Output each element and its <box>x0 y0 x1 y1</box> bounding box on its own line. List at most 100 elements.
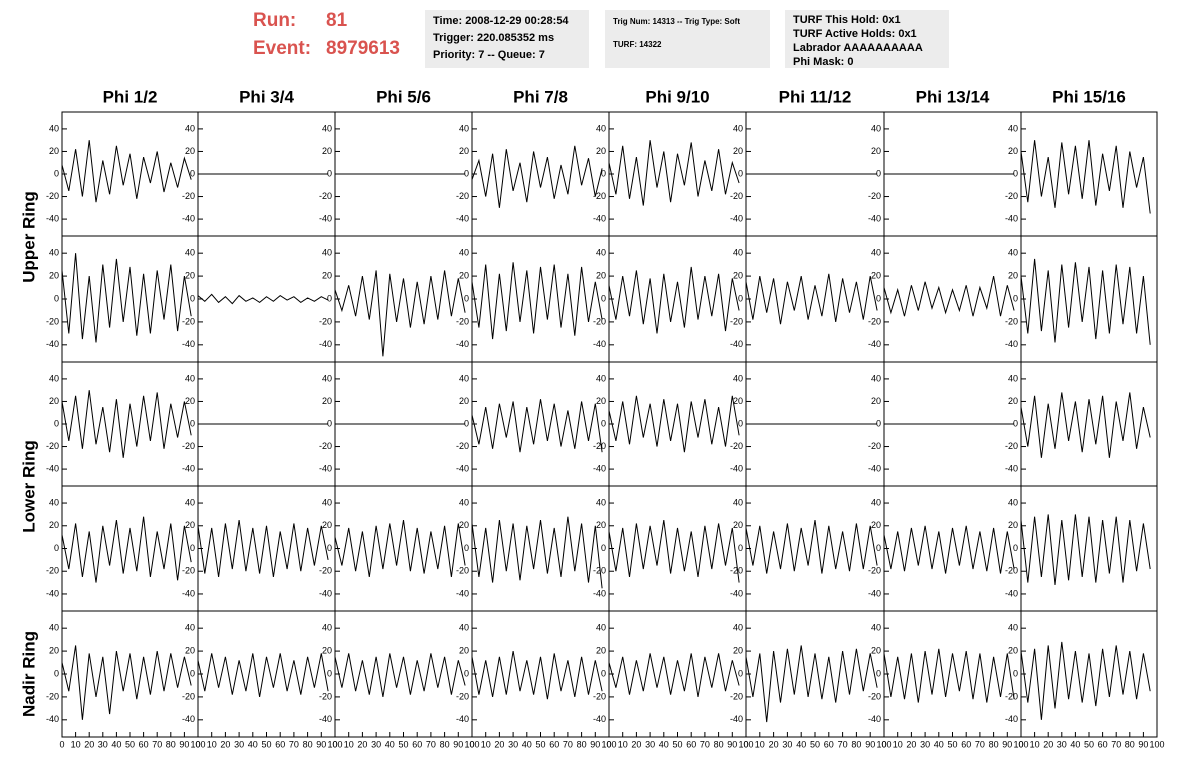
y-tick-label: 40 <box>1008 123 1018 133</box>
column-title: Phi 9/10 <box>645 87 709 106</box>
y-tick-label: -40 <box>182 339 195 349</box>
y-tick-label: 20 <box>185 520 195 530</box>
y-tick-label: -40 <box>46 463 59 473</box>
x-tick-label: 70 <box>700 739 710 749</box>
x-tick-label: 20 <box>84 739 94 749</box>
column-title: Phi 11/12 <box>779 87 852 106</box>
y-tick-label: -20 <box>182 441 195 451</box>
x-tick-label: 30 <box>508 739 518 749</box>
y-tick-label: 0 <box>1013 168 1018 178</box>
x-tick-label: 0 <box>195 739 200 749</box>
x-tick-label: 90 <box>727 739 737 749</box>
y-tick-label: -20 <box>182 191 195 201</box>
column-title: Phi 13/14 <box>916 87 990 106</box>
column-title: Phi 3/4 <box>239 87 294 106</box>
waveform <box>883 525 1015 574</box>
x-tick-label: 80 <box>714 739 724 749</box>
x-tick-label: 50 <box>261 739 271 749</box>
y-tick-label: -40 <box>182 588 195 598</box>
y-tick-label: -20 <box>456 691 469 701</box>
y-tick-label: 40 <box>596 497 606 507</box>
waveform <box>197 653 329 697</box>
y-tick-label: 0 <box>601 293 606 303</box>
y-tick-label: 0 <box>54 543 59 553</box>
y-tick-label: -40 <box>46 339 59 349</box>
y-tick-label: -40 <box>46 588 59 598</box>
x-tick-label: 70 <box>838 739 848 749</box>
y-tick-label: 20 <box>49 520 59 530</box>
x-tick-label: 80 <box>166 739 176 749</box>
y-tick-label: 40 <box>1008 248 1018 258</box>
x-tick-label: 70 <box>1111 739 1121 749</box>
waveform <box>334 270 466 357</box>
x-tick-label: 60 <box>275 739 285 749</box>
panel-frame <box>1020 485 1158 612</box>
info-line: Priority: 7 -- Queue: 7 <box>433 49 545 61</box>
y-tick-label: -20 <box>1005 566 1018 576</box>
info-line: Time: 2008-12-29 00:28:54 <box>433 15 569 27</box>
y-tick-label: 20 <box>459 146 469 156</box>
panel-frame <box>1020 111 1158 237</box>
panel-frame <box>61 485 199 612</box>
y-tick-label: 20 <box>1008 270 1018 280</box>
x-tick-label: 90 <box>590 739 600 749</box>
event-label: Event: <box>253 38 312 59</box>
x-tick-label: 60 <box>549 739 559 749</box>
y-tick-label: -20 <box>593 566 606 576</box>
waveform <box>471 145 603 208</box>
panel-frame <box>745 235 885 363</box>
y-tick-label: 0 <box>876 543 881 553</box>
x-tick-label: 80 <box>989 739 999 749</box>
waveform <box>1020 641 1151 720</box>
y-tick-label: -20 <box>1005 691 1018 701</box>
panel-frame <box>883 235 1022 363</box>
waveform <box>883 648 1015 703</box>
x-tick-label: 20 <box>494 739 504 749</box>
panel-frame <box>334 610 473 738</box>
info-line: Trigger: 220.085352 ms <box>433 32 555 44</box>
y-tick-label: 40 <box>459 497 469 507</box>
y-tick-label: 0 <box>1013 543 1018 553</box>
y-tick-label: 0 <box>876 168 881 178</box>
y-tick-label: 20 <box>596 645 606 655</box>
waveform <box>334 520 466 577</box>
y-tick-label: -20 <box>730 566 743 576</box>
y-tick-label: 40 <box>49 123 59 133</box>
y-tick-label: -20 <box>319 566 332 576</box>
y-tick-label: 0 <box>327 543 332 553</box>
info-line: TURF: 14322 <box>613 40 662 49</box>
waveform <box>1020 392 1151 458</box>
panel-frame <box>608 485 747 612</box>
panel-frame <box>608 111 747 237</box>
y-tick-label: -40 <box>593 463 606 473</box>
y-tick-label: 0 <box>738 168 743 178</box>
y-tick-label: 20 <box>459 645 469 655</box>
y-tick-label: 0 <box>327 168 332 178</box>
y-tick-label: 20 <box>596 146 606 156</box>
y-tick-label: 0 <box>54 168 59 178</box>
panel-frame <box>471 485 610 612</box>
y-tick-label: -40 <box>868 588 881 598</box>
y-tick-label: -40 <box>868 339 881 349</box>
info-line: TURF Active Holds: 0x1 <box>793 28 917 40</box>
y-tick-label: -20 <box>46 441 59 451</box>
x-tick-label: 100 <box>738 739 753 749</box>
x-tick-label: 0 <box>881 739 886 749</box>
panel-frame <box>471 235 610 363</box>
y-tick-label: -40 <box>730 339 743 349</box>
panel-frame <box>471 610 610 738</box>
y-tick-label: 0 <box>876 418 881 428</box>
waveform <box>608 520 740 583</box>
panel-frame <box>471 111 610 237</box>
info-line: Phi Mask: 0 <box>793 56 854 68</box>
waveform <box>608 140 740 206</box>
waveform <box>471 651 603 700</box>
x-tick-label: 10 <box>893 739 903 749</box>
y-tick-label: 20 <box>322 270 332 280</box>
panel-frame <box>1020 361 1158 487</box>
y-tick-label: 0 <box>464 418 469 428</box>
y-tick-label: -40 <box>456 339 469 349</box>
y-tick-label: -40 <box>593 588 606 598</box>
y-tick-label: -20 <box>46 316 59 326</box>
x-tick-label: 80 <box>440 739 450 749</box>
